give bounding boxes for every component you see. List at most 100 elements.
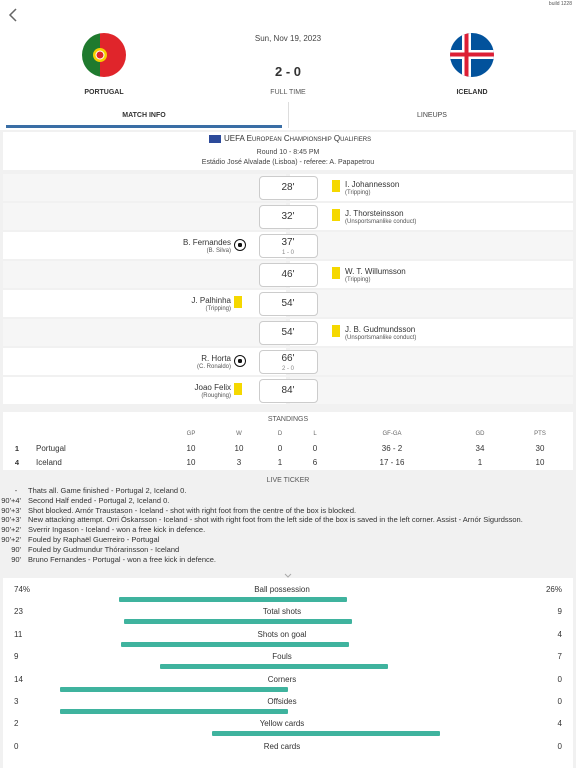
event-detail: (Tripping): [205, 306, 231, 312]
event-detail: (Tripping): [345, 190, 371, 196]
away-flag: [450, 33, 494, 77]
standings-header: D: [277, 431, 283, 437]
event-row-right: [290, 377, 573, 404]
standings-cell: 1: [477, 458, 483, 467]
stat-home: 2: [14, 719, 19, 729]
build-label: build 1228: [548, 1, 572, 7]
event-detail: (B. Silva): [206, 248, 231, 254]
stat-label: Fouls: [272, 652, 292, 662]
ticker-minute: 90'+3': [1, 515, 21, 525]
standings-cell: 1: [277, 458, 283, 467]
event-player: Joao Felix: [194, 383, 231, 392]
stat-away: 4: [557, 629, 562, 639]
stat-home: 14: [14, 674, 23, 684]
stat-bar: [119, 597, 348, 602]
competition-flag: [209, 135, 221, 143]
match-score: 2 - 0: [274, 64, 302, 79]
event-row-left: [3, 203, 286, 230]
event-row-left: [3, 319, 286, 346]
stats-card: [3, 578, 573, 768]
ticker-minute: 90'+4': [1, 495, 21, 505]
event-detail: (Roughing): [201, 393, 231, 399]
stat-bar: [159, 664, 388, 670]
yellow-card-icon: [234, 383, 242, 395]
home-flag: [82, 33, 126, 77]
stat-bar: [124, 619, 353, 625]
minute-box: [259, 234, 318, 258]
event-player: J. B. Gudmundsson: [345, 325, 416, 334]
stat-away: 4: [557, 719, 562, 729]
standings-header: GD: [475, 431, 485, 437]
match-date: Sun, Nov 19, 2023: [254, 34, 322, 43]
event-score: 1 - 0: [281, 250, 295, 256]
back-button[interactable]: [6, 8, 20, 22]
event-player: I. Johannesson: [345, 180, 400, 189]
event-player: J. Thorsteinsson: [345, 209, 404, 218]
ticker-text: Second Half ended - Portugal 2, Iceland …: [28, 495, 170, 505]
yellow-card-icon: [332, 325, 340, 337]
standings-cell: 6: [312, 458, 318, 467]
goal-icon: [234, 239, 246, 251]
standings-cell: 3: [236, 458, 242, 467]
event-row-right: [290, 348, 573, 375]
event-row-right: [290, 232, 573, 259]
event-player: R. Horta: [201, 354, 231, 363]
minute-box: [259, 321, 318, 345]
stat-bar: [120, 641, 349, 647]
competition-name: UEFA European Championship Qualifiers: [224, 134, 372, 143]
stat-away: 0: [557, 697, 562, 706]
tab-indicator: [6, 125, 282, 128]
standings-cell: 0: [277, 444, 283, 453]
standings-header: PTS: [534, 431, 546, 437]
event-player: B. Fernandes: [182, 238, 231, 247]
standings-cell: 10: [186, 444, 196, 453]
stat-label: Ball possession: [254, 585, 310, 594]
ticker-text: Fouled by Raphaël Guerreiro - Portugal: [28, 535, 160, 544]
stat-home: 23: [14, 607, 23, 617]
ticker-minute: 90'+2': [1, 535, 21, 544]
standings-rank: 4: [14, 458, 20, 467]
ticker-minute: 90'+3': [1, 505, 21, 515]
yellow-card-icon: [234, 296, 242, 308]
minute-box: [259, 176, 318, 200]
stat-label: Total shots: [262, 607, 302, 617]
ticker-expand[interactable]: [284, 566, 292, 578]
tab[interactable]: MATCH INFO: [122, 112, 166, 119]
event-row-left: [3, 377, 286, 404]
stat-away: 7: [557, 652, 562, 662]
standings-cell: 10: [234, 444, 244, 453]
tab-divider: [288, 102, 289, 128]
event-minute: 84': [281, 385, 295, 396]
ticker-text: Sverrir Ingason - Iceland - won a free k…: [28, 525, 206, 535]
standings-card: [3, 412, 573, 470]
yellow-card-icon: [332, 267, 340, 279]
event-minute: 32': [281, 211, 295, 222]
standings-header: GP: [186, 431, 196, 437]
standings-rank: 1: [14, 444, 20, 453]
ticker-minute: -: [14, 486, 18, 495]
away-team: ICELAND: [456, 89, 488, 96]
ticker-text: Fouled by Gudmundur Thórarinsson - Icela…: [28, 544, 180, 554]
event-minute: 54': [281, 298, 295, 309]
event-minute: 46': [281, 269, 295, 280]
standings-header: L: [313, 431, 317, 437]
stat-bar: [60, 686, 288, 692]
competition-venue: Estádio José Alvalade (Lisboa) - referee…: [201, 159, 375, 166]
ticker-text: Bruno Fernandes - Portugal - won a free …: [28, 554, 217, 564]
standings-cell: 0: [312, 444, 318, 453]
stat-away: 26%: [545, 585, 562, 594]
tab[interactable]: LINEUPS: [417, 112, 447, 119]
competition-round: Round 10 - 8:45 PM: [256, 149, 320, 156]
standings-cell: 30: [535, 444, 545, 453]
stat-away: 9: [557, 607, 562, 617]
minute-box: [259, 263, 318, 287]
event-player: W. T. Willumsson: [345, 267, 406, 276]
stat-away: 0: [557, 741, 562, 751]
minute-box: [259, 350, 318, 374]
stat-label: Red cards: [263, 741, 301, 751]
standings-team: Portugal: [36, 444, 66, 453]
ticker-text: Thats all. Game finished - Portugal 2, I…: [28, 486, 187, 495]
ticker-text: Shot blocked. Arnór Traustason - Iceland…: [28, 505, 357, 515]
event-detail: (C. Ronaldo): [196, 364, 231, 370]
